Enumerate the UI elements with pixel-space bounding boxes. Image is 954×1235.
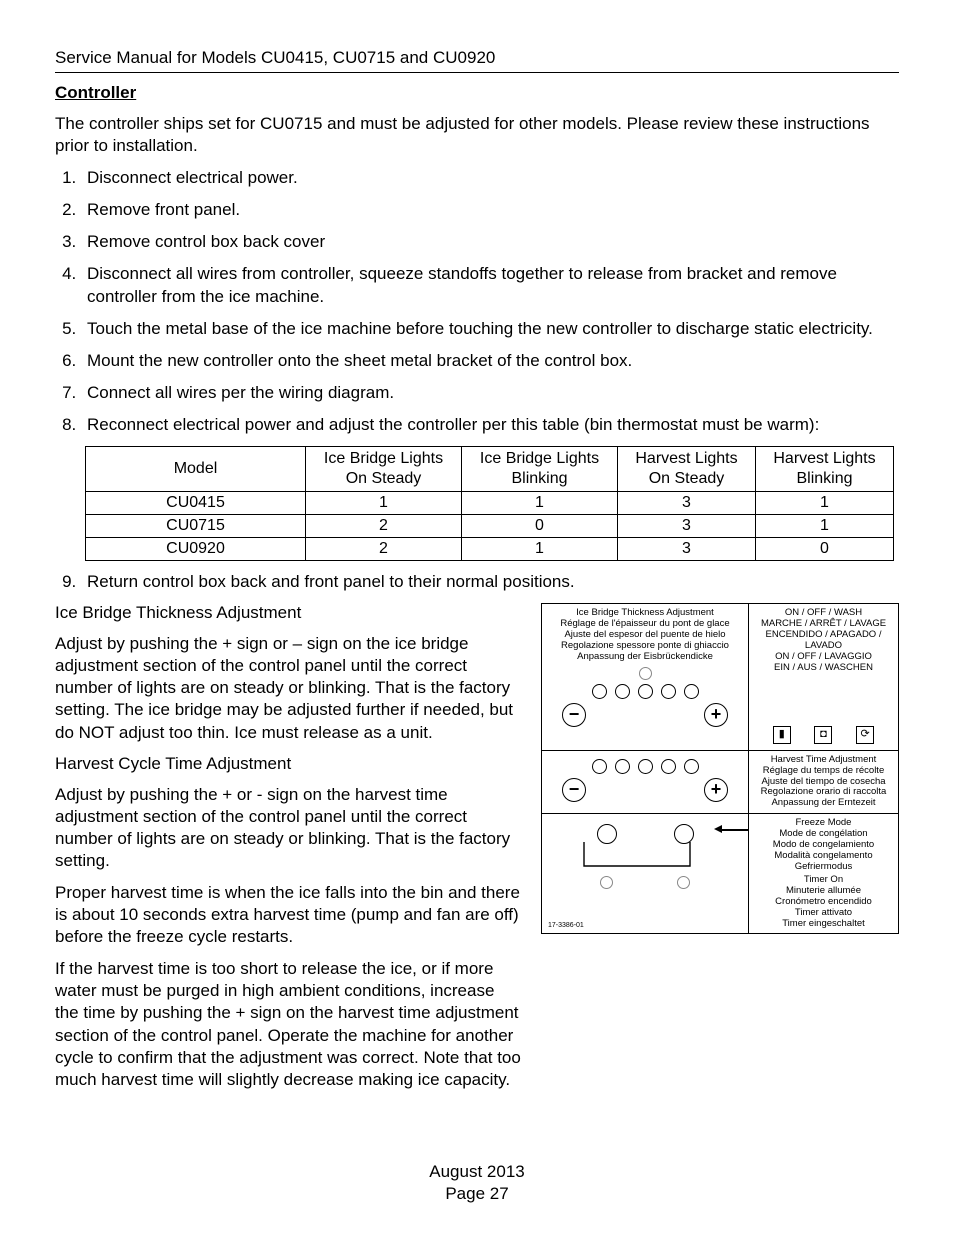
led-icon bbox=[615, 684, 630, 699]
label-text: Gefriermodus bbox=[753, 862, 894, 873]
label-text: Anpassung der Erntezeit bbox=[753, 798, 894, 809]
page-header: Service Manual for Models CU0415, CU0715… bbox=[55, 48, 899, 73]
led-row bbox=[548, 759, 742, 774]
model-settings-table: Model Ice Bridge LightsOn Steady Ice Bri… bbox=[85, 446, 894, 561]
step-item: Remove control box back cover bbox=[81, 231, 899, 253]
plus-button-icon: + bbox=[704, 703, 728, 727]
harvest-cycle-heading: Harvest Cycle Time Adjustment bbox=[55, 754, 521, 774]
arrow-head-icon bbox=[714, 825, 722, 833]
steps-list-continued: Return control box back and front panel … bbox=[55, 571, 899, 593]
table-cell: 2 bbox=[306, 538, 462, 561]
connector-line bbox=[542, 834, 748, 884]
table-cell: CU0415 bbox=[86, 492, 306, 515]
step-item: Remove front panel. bbox=[81, 199, 899, 221]
led-icon bbox=[684, 684, 699, 699]
step-item: Connect all wires per the wiring diagram… bbox=[81, 382, 899, 404]
label-text: Timer eingeschaltet bbox=[753, 919, 894, 930]
section-title-controller: Controller bbox=[55, 83, 899, 103]
table-cell: 1 bbox=[462, 538, 618, 561]
table-header: Harvest LightsBlinking bbox=[756, 447, 894, 492]
led-icon bbox=[684, 759, 699, 774]
step-item: Disconnect all wires from controller, sq… bbox=[81, 263, 899, 307]
step-item: Touch the metal base of the ice machine … bbox=[81, 318, 899, 340]
minus-button-icon: − bbox=[562, 778, 586, 802]
led-icon bbox=[615, 759, 630, 774]
table-cell: 0 bbox=[462, 515, 618, 538]
label-text: Harvest Time Adjustment bbox=[753, 755, 894, 766]
led-icon bbox=[638, 759, 653, 774]
on-switch-icon: ▮ bbox=[773, 726, 791, 744]
step-item: Mount the new controller onto the sheet … bbox=[81, 350, 899, 372]
step-item: Reconnect electrical power and adjust th… bbox=[81, 414, 899, 436]
footer-date: August 2013 bbox=[0, 1161, 954, 1183]
table-header: Harvest LightsOn Steady bbox=[618, 447, 756, 492]
arrow-line bbox=[722, 829, 748, 830]
harvest-para-2: Proper harvest time is when the ice fall… bbox=[55, 882, 521, 948]
table-cell: 1 bbox=[756, 515, 894, 538]
table-row: CU0415 1 1 3 1 bbox=[86, 492, 894, 515]
ice-bridge-panel: Ice Bridge Thickness Adjustment Réglage … bbox=[542, 604, 748, 750]
led-icon bbox=[661, 684, 676, 699]
label-text: EIN / AUS / WASCHEN bbox=[753, 663, 894, 674]
label-text: Cronómetro encendido bbox=[753, 897, 894, 908]
steps-list: Disconnect electrical power. Remove fron… bbox=[55, 167, 899, 436]
indicator-led bbox=[639, 667, 652, 680]
ice-bridge-heading: Ice Bridge Thickness Adjustment bbox=[55, 603, 521, 623]
table-cell: CU0920 bbox=[86, 538, 306, 561]
label-text: Réglage du temps de récolte bbox=[753, 766, 894, 777]
table-cell: 2 bbox=[306, 515, 462, 538]
table-cell: CU0715 bbox=[86, 515, 306, 538]
harvest-para-3: If the harvest time is too short to rele… bbox=[55, 958, 521, 1091]
wash-switch-icon: ⟳ bbox=[856, 726, 874, 744]
ice-bridge-paragraph: Adjust by pushing the + sign or – sign o… bbox=[55, 633, 521, 743]
harvest-panel: − + bbox=[542, 751, 748, 814]
table-header-row: Model Ice Bridge LightsOn Steady Ice Bri… bbox=[86, 447, 894, 492]
harvest-para-1: Adjust by pushing the + or - sign on the… bbox=[55, 784, 521, 872]
led-icon bbox=[592, 684, 607, 699]
part-number: 17-3386-01 bbox=[548, 922, 584, 930]
table-header: Model bbox=[86, 447, 306, 492]
table-cell: 3 bbox=[618, 492, 756, 515]
plus-button-icon: + bbox=[704, 778, 728, 802]
led-icon bbox=[592, 759, 607, 774]
off-switch-icon: ◘ bbox=[814, 726, 832, 744]
label-text: Timer attivato bbox=[753, 908, 894, 919]
led-icon bbox=[661, 759, 676, 774]
intro-paragraph: The controller ships set for CU0715 and … bbox=[55, 113, 899, 157]
table-cell: 1 bbox=[306, 492, 462, 515]
table-row: CU0715 2 0 3 1 bbox=[86, 515, 894, 538]
table-row: CU0920 2 1 3 0 bbox=[86, 538, 894, 561]
table-cell: 0 bbox=[756, 538, 894, 561]
table-cell: 3 bbox=[618, 515, 756, 538]
led-icon bbox=[638, 684, 653, 699]
step-item: Return control box back and front panel … bbox=[81, 571, 899, 593]
step-item: Disconnect electrical power. bbox=[81, 167, 899, 189]
label-text: ENCENDIDO / APAGADO / LAVADO bbox=[753, 630, 894, 652]
control-panel-diagram: Ice Bridge Thickness Adjustment Réglage … bbox=[541, 603, 899, 934]
table-header: Ice Bridge LightsOn Steady bbox=[306, 447, 462, 492]
led-row bbox=[548, 684, 742, 699]
harvest-labels: Harvest Time Adjustment Réglage du temps… bbox=[748, 751, 898, 814]
on-off-wash-panel: ON / OFF / WASH MARCHE / ARRÊT / LAVAGE … bbox=[748, 604, 898, 750]
page-footer: August 2013 Page 27 bbox=[0, 1161, 954, 1205]
footer-page-number: Page 27 bbox=[0, 1183, 954, 1205]
label-text: Anpassung der Eisbrückendicke bbox=[548, 652, 742, 663]
table-cell: 1 bbox=[756, 492, 894, 515]
table-header: Ice Bridge LightsBlinking bbox=[462, 447, 618, 492]
table-cell: 3 bbox=[618, 538, 756, 561]
minus-button-icon: − bbox=[562, 703, 586, 727]
table-cell: 1 bbox=[462, 492, 618, 515]
mode-labels: Freeze Mode Mode de congélation Modo de … bbox=[748, 814, 898, 933]
